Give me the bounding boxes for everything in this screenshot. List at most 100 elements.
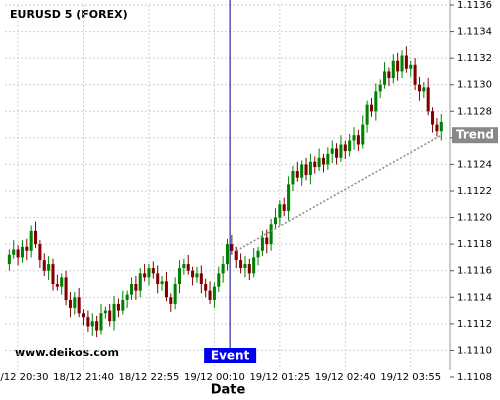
candle-body xyxy=(252,257,256,274)
candle-body xyxy=(417,84,421,92)
candle-body xyxy=(208,290,212,300)
candle-body xyxy=(243,264,247,269)
candle-body xyxy=(156,273,160,284)
candle-body xyxy=(431,111,435,125)
candle-body xyxy=(217,273,221,287)
candle-body xyxy=(321,157,326,165)
candle-body xyxy=(151,268,155,274)
candle-body xyxy=(269,224,273,245)
candle-body xyxy=(369,104,373,112)
candle-body xyxy=(221,264,225,274)
candle-body xyxy=(304,164,308,176)
candle-body xyxy=(177,268,182,284)
trend-label: Trend xyxy=(456,128,494,142)
candle-body xyxy=(365,104,369,125)
candle-body xyxy=(160,281,164,284)
y-tick-label: 1.1134 xyxy=(457,27,492,38)
candle-body xyxy=(291,171,295,185)
candle-body xyxy=(51,264,55,284)
y-tick-label: 1.1120 xyxy=(457,213,492,224)
y-tick-label: 1.1118 xyxy=(457,239,492,250)
y-tick-label: 1.1128 xyxy=(457,106,492,117)
candle-body xyxy=(396,60,400,72)
chart-title: EURUSD 5 (FOREX) xyxy=(10,8,128,21)
candle-body xyxy=(339,144,343,158)
y-tick-label: 1.1112 xyxy=(457,319,492,330)
candle-body xyxy=(391,60,395,79)
candle-body xyxy=(409,64,413,69)
candle-body xyxy=(20,246,24,258)
candle-body xyxy=(348,140,352,152)
candle-body xyxy=(138,273,142,291)
candle-body xyxy=(108,310,112,322)
x-tick-label: 18/12 20:30 xyxy=(0,372,49,383)
candle-body xyxy=(125,294,129,300)
candle-body xyxy=(195,273,199,278)
candle-body xyxy=(313,161,317,168)
candle-body xyxy=(86,317,90,327)
candle-body xyxy=(147,268,151,278)
candle-body xyxy=(60,277,64,287)
candle-body xyxy=(361,124,365,145)
candle-body xyxy=(295,171,299,178)
candle-body xyxy=(273,217,278,225)
x-tick-label: 18/12 22:55 xyxy=(119,372,180,383)
candle-body xyxy=(265,237,269,245)
candle-body xyxy=(129,284,134,295)
candle-body xyxy=(204,284,208,291)
y-tick-label: 1.1114 xyxy=(457,292,492,303)
candle-body xyxy=(404,55,408,69)
candle-body xyxy=(16,249,20,258)
candle-body xyxy=(435,124,439,132)
y-tick-label: 1.1130 xyxy=(457,80,492,91)
candle-body xyxy=(134,284,138,291)
candle-body xyxy=(225,244,230,265)
candle-body xyxy=(191,270,195,278)
candle-body xyxy=(300,164,304,178)
candle-body xyxy=(356,135,360,145)
candle-body xyxy=(234,250,238,261)
candle-body xyxy=(330,148,334,154)
candle-body xyxy=(278,204,282,218)
candle-body xyxy=(7,254,11,265)
candle-body xyxy=(90,321,94,327)
x-tick-label: 19/12 01:25 xyxy=(249,372,310,383)
trend-line xyxy=(235,134,442,252)
candle-body xyxy=(82,313,86,318)
candle-body xyxy=(247,264,251,274)
trend-label-box xyxy=(452,127,498,144)
y-tick-label: 1.1136 xyxy=(457,0,492,11)
candle-body xyxy=(143,273,147,278)
y-tick-label: 1.1116 xyxy=(457,266,492,277)
grid xyxy=(5,4,450,370)
candle-body xyxy=(34,230,38,245)
candle-body xyxy=(317,157,321,168)
candle-body xyxy=(25,246,29,251)
x-tick-label: 19/12 03:55 xyxy=(380,372,441,383)
candle-body xyxy=(383,71,387,85)
y-tick-label: 1.1110 xyxy=(457,345,492,356)
candle-body xyxy=(95,321,99,331)
candle-body xyxy=(426,87,430,112)
y-tick-label: 1.1108 xyxy=(457,372,492,383)
candle-body xyxy=(112,303,116,322)
candle-body xyxy=(55,284,59,287)
candle-body xyxy=(335,148,339,158)
y-tick-label: 1.1124 xyxy=(457,159,492,170)
candle-body xyxy=(47,264,51,271)
candle-body xyxy=(29,230,33,251)
candle-body xyxy=(287,184,291,211)
candle-body xyxy=(282,204,286,211)
candle-body xyxy=(116,303,120,311)
x-tick-label: 19/12 00:10 xyxy=(184,372,245,383)
candle-body xyxy=(308,161,312,176)
x-tick-label: 19/12 02:40 xyxy=(315,372,376,383)
candle-body xyxy=(99,313,103,331)
x-axis-label: Date xyxy=(211,383,246,398)
candle-body xyxy=(182,264,186,269)
y-tick-label: 1.1132 xyxy=(457,53,492,64)
candle-body xyxy=(378,84,382,92)
candle-body xyxy=(199,273,203,284)
candle-body xyxy=(239,260,243,269)
